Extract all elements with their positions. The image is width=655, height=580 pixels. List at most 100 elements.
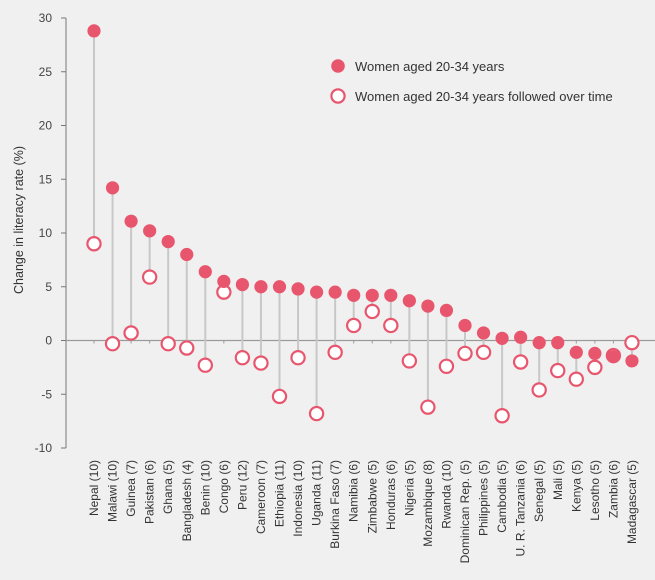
category-label: Philippines (5): [477, 460, 491, 536]
followed-point: [457, 345, 473, 362]
followed-point: [568, 371, 585, 387]
women-point: [551, 336, 565, 350]
women-point: [625, 354, 639, 368]
women-point: [495, 331, 509, 345]
x-axis-labels: Nepal (10) Malawi (10) Guinea (7) Pakistan …: [87, 460, 639, 563]
category-label: Kenya (5): [569, 460, 583, 512]
followed-point: [401, 353, 418, 369]
y-tick-label: -10: [35, 441, 53, 455]
followed-point: [346, 317, 362, 334]
legend-marker-hollow: [330, 88, 346, 104]
category-label: Mozambique (8): [421, 460, 435, 547]
y-tick-label: -5: [41, 387, 52, 401]
category-label: Dominican Rep. (5): [458, 460, 472, 563]
category-label: Honduras (6): [384, 460, 398, 530]
category-label: Cambodia (5): [495, 460, 509, 533]
women-point: [254, 280, 268, 294]
category-label: Ethiopia (11): [273, 460, 287, 527]
followed-point: [290, 350, 306, 366]
category-label: Rwanda (10): [439, 460, 453, 529]
y-tick-label: 30: [39, 11, 53, 25]
women-point: [87, 24, 101, 38]
y-tick-label: 10: [39, 226, 53, 240]
category-label: Indonesia (10): [291, 460, 305, 537]
followed-point: [141, 269, 158, 285]
followed-point: [308, 405, 325, 422]
category-label: Mali (5): [551, 460, 565, 500]
followed-point: [197, 357, 213, 373]
category-label: Zimbabwe (5): [365, 460, 379, 533]
followed-point: [179, 340, 195, 356]
women-point: [272, 280, 287, 294]
women-point: [105, 181, 120, 195]
women-point: [180, 247, 194, 262]
series-women-points: [87, 24, 639, 368]
women-point: [124, 214, 138, 228]
category-label: Zambia (6): [606, 460, 620, 518]
category-label: Cameroon (7): [254, 460, 268, 534]
category-label: Congo (6): [217, 460, 231, 513]
followed-point: [271, 388, 288, 405]
women-point: [347, 288, 361, 302]
followed-point: [104, 336, 121, 352]
y-tick-label: 20: [39, 119, 53, 133]
followed-point: [438, 358, 455, 374]
category-label: Benin (10): [198, 460, 212, 515]
category-label: Guinea (7): [124, 460, 138, 517]
followed-point: [420, 399, 436, 415]
women-point: [198, 265, 212, 279]
followed-point: [475, 344, 492, 361]
followed-point: [123, 325, 139, 341]
category-label: Peru (12): [235, 460, 249, 510]
legend-marker-filled: [331, 59, 345, 73]
category-label: Lesotho (5): [588, 460, 602, 521]
y-axis: 30 25 20 15 10 5 0 -5 -10: [35, 11, 67, 455]
category-label: Nigeria (5): [402, 460, 416, 516]
followed-point: [494, 408, 510, 424]
category-label: Namibia (6): [347, 460, 361, 522]
y-tick-label: 25: [39, 65, 53, 79]
category-label: Uganda (11): [310, 460, 324, 526]
women-point: [514, 330, 528, 344]
y-axis-title: Change in literacy rate (%): [12, 146, 26, 294]
women-point: [402, 294, 416, 308]
followed-point: [624, 334, 640, 351]
followed-point: [327, 344, 343, 361]
category-label: Nepal (10): [87, 460, 101, 516]
women-point: [532, 336, 546, 350]
women-point: [384, 288, 398, 302]
women-point: [458, 318, 472, 333]
followed-point: [550, 362, 566, 379]
women-point: [421, 299, 435, 313]
category-label: Bangladesh (4): [180, 460, 194, 541]
category-label: Burkina Faso (7): [328, 460, 342, 549]
followed-point: [512, 354, 529, 370]
followed-point: [383, 317, 399, 334]
women-point: [235, 278, 249, 292]
women-point: [476, 326, 491, 340]
women-point: [161, 235, 175, 249]
women-point: [328, 285, 342, 299]
zero-baseline: [66, 339, 655, 344]
legend-label: Women aged 20-34 years: [355, 59, 505, 74]
women-point: [310, 285, 324, 299]
y-tick-label: 0: [45, 334, 52, 348]
followed-point: [364, 303, 380, 320]
followed-point: [253, 355, 269, 371]
women-point: [291, 282, 305, 296]
women-point: [588, 346, 602, 360]
category-label: Pakistan (6): [143, 460, 157, 524]
followed-point: [234, 350, 251, 366]
category-label: Senegal (5): [532, 460, 546, 522]
women-point: [569, 345, 583, 359]
category-label: Madagascar (5): [625, 460, 639, 544]
followed-point: [160, 336, 176, 352]
women-point: [143, 224, 157, 238]
women-point: [217, 274, 231, 288]
category-label: Malawi (10): [106, 460, 120, 522]
y-tick-label: 15: [39, 172, 53, 186]
legend: Women aged 20-34 years Women aged 20-34 y…: [330, 59, 613, 104]
series-followed-points: [86, 236, 640, 424]
